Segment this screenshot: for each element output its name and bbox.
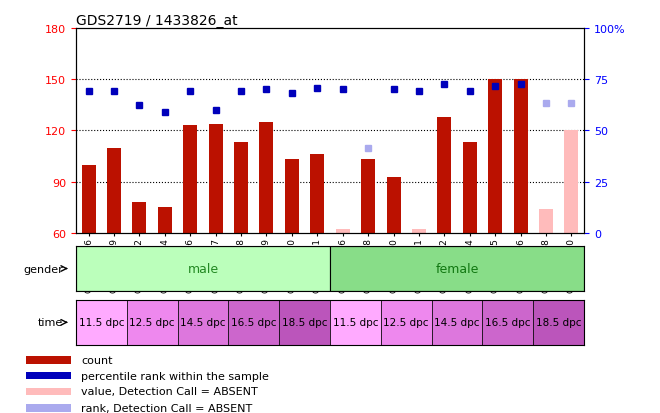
Bar: [234, 143, 248, 233]
Bar: [209, 124, 222, 233]
Bar: [482, 300, 533, 345]
Bar: [463, 143, 477, 233]
Bar: [539, 209, 553, 233]
Bar: [412, 230, 426, 233]
Text: 16.5 dpc: 16.5 dpc: [231, 318, 277, 328]
Bar: [387, 177, 401, 233]
Bar: [26, 372, 71, 380]
Bar: [513, 80, 527, 233]
Bar: [310, 155, 324, 233]
Text: 14.5 dpc: 14.5 dpc: [434, 318, 480, 328]
Bar: [533, 300, 584, 345]
Text: female: female: [436, 262, 478, 275]
Text: male: male: [187, 262, 218, 275]
Text: 18.5 dpc: 18.5 dpc: [536, 318, 581, 328]
Bar: [330, 247, 584, 291]
Bar: [127, 300, 178, 345]
Text: 11.5 dpc: 11.5 dpc: [333, 318, 378, 328]
Bar: [26, 357, 71, 364]
Bar: [285, 160, 299, 233]
Bar: [26, 387, 71, 395]
Bar: [107, 148, 121, 233]
Bar: [178, 300, 228, 345]
Bar: [76, 247, 330, 291]
Bar: [158, 208, 172, 233]
Bar: [228, 300, 279, 345]
Bar: [330, 300, 381, 345]
Text: 16.5 dpc: 16.5 dpc: [485, 318, 531, 328]
Bar: [82, 165, 96, 233]
Bar: [432, 300, 482, 345]
Bar: [259, 123, 273, 233]
Text: value, Detection Call = ABSENT: value, Detection Call = ABSENT: [81, 386, 258, 396]
Text: 11.5 dpc: 11.5 dpc: [79, 318, 124, 328]
Text: time: time: [38, 318, 63, 328]
Bar: [26, 404, 71, 412]
Text: GDS2719 / 1433826_at: GDS2719 / 1433826_at: [76, 14, 238, 28]
Bar: [361, 160, 375, 233]
Bar: [336, 230, 350, 233]
Bar: [76, 300, 127, 345]
Bar: [564, 131, 578, 233]
Text: percentile rank within the sample: percentile rank within the sample: [81, 371, 269, 381]
Text: rank, Detection Call = ABSENT: rank, Detection Call = ABSENT: [81, 403, 252, 413]
Bar: [381, 300, 432, 345]
Bar: [488, 80, 502, 233]
Bar: [438, 117, 451, 233]
Text: 18.5 dpc: 18.5 dpc: [282, 318, 327, 328]
Bar: [183, 126, 197, 233]
Bar: [279, 300, 330, 345]
Text: gender: gender: [24, 264, 63, 274]
Text: 12.5 dpc: 12.5 dpc: [383, 318, 429, 328]
Text: count: count: [81, 355, 112, 366]
Text: 12.5 dpc: 12.5 dpc: [129, 318, 175, 328]
Text: 14.5 dpc: 14.5 dpc: [180, 318, 226, 328]
Bar: [133, 203, 147, 233]
